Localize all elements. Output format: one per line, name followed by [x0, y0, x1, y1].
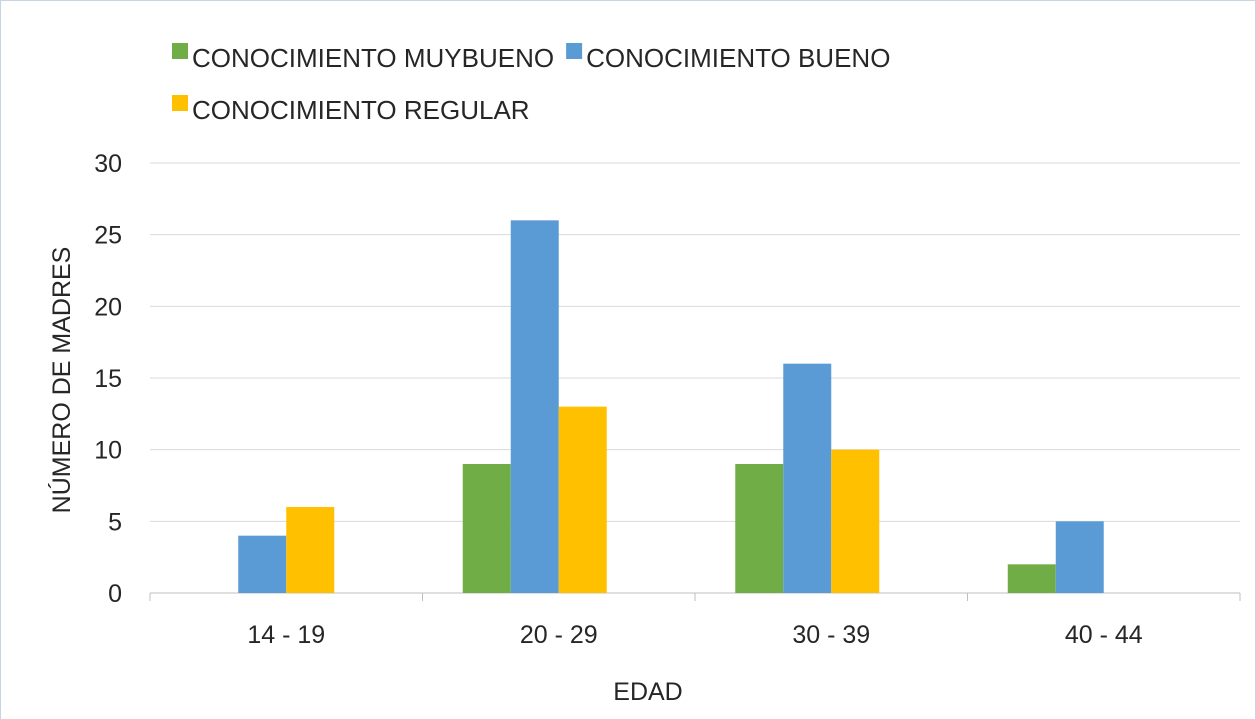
bar [558, 406, 607, 593]
y-tick-label: 20 [94, 293, 122, 321]
legend-label: CONOCIMIENTO MUYBUENO [192, 43, 554, 73]
y-tick-label: 10 [94, 437, 122, 465]
y-tick-label: 15 [94, 365, 122, 393]
y-tick-label: 0 [108, 580, 122, 608]
bar [510, 220, 559, 594]
x-tick-label: 40 - 44 [1065, 621, 1143, 649]
bar [462, 464, 511, 593]
y-tick-label: 30 [94, 150, 122, 178]
bar [831, 449, 880, 593]
y-axis-label: NÚMERO DE MADRES [47, 247, 76, 514]
bar [1007, 564, 1056, 593]
x-axis-label: EDAD [613, 678, 682, 706]
bar [735, 464, 784, 593]
x-tick-label: 20 - 29 [520, 621, 598, 649]
bar [1055, 521, 1104, 593]
bar [238, 535, 287, 593]
legend-label: CONOCIMIENTO REGULAR [192, 95, 530, 125]
x-tick-label: 14 - 19 [247, 621, 325, 649]
legend-swatch [566, 43, 583, 59]
bar [286, 507, 335, 593]
x-tick-label: 30 - 39 [792, 621, 870, 649]
y-tick-label: 5 [108, 508, 122, 536]
y-tick-label: 25 [94, 222, 122, 250]
legend-swatch [172, 95, 188, 111]
legend-swatch [172, 43, 188, 59]
legend-label: CONOCIMIENTO BUENO [586, 43, 890, 73]
bar [783, 363, 832, 593]
